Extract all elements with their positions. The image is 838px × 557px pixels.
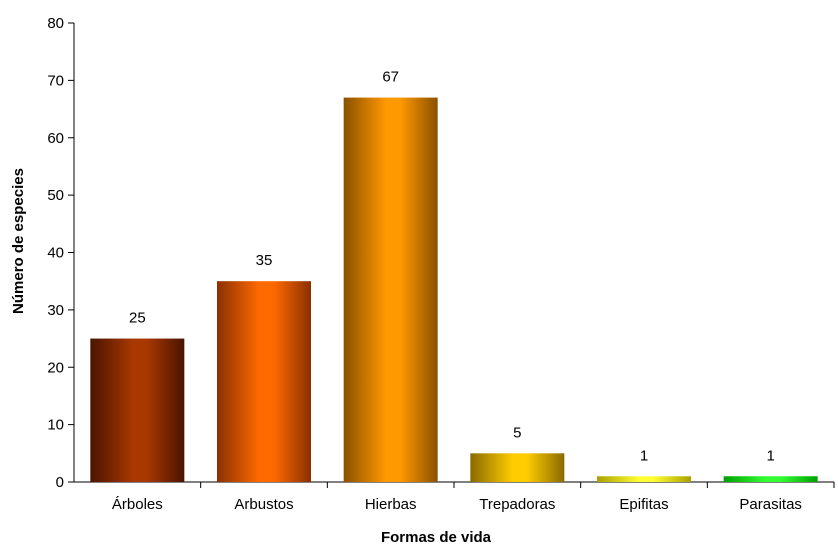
x-tick-label: Epifitas [619, 496, 668, 513]
x-tick-label: Arbustos [234, 496, 293, 513]
bar-epifitas [597, 476, 691, 482]
x-tick-label: Hierbas [365, 496, 417, 513]
x-ticks: Árboles Arbustos Hierbas Trepadoras Epifitas… [112, 482, 835, 513]
x-axis-title: Formas de vida [381, 529, 492, 546]
y-tick-label: 80 [47, 15, 64, 32]
y-ticks: 0 10 20 30 40 50 60 70 80 [47, 15, 74, 491]
y-axis-title: Número de especies [10, 168, 27, 314]
y-tick-label: 20 [47, 359, 64, 376]
data-label: 35 [256, 252, 273, 269]
x-tick-label: Trepadoras [479, 496, 555, 513]
y-tick-label: 50 [47, 187, 64, 204]
x-tick-label: Parasitas [739, 496, 802, 513]
y-tick-label: 30 [47, 302, 64, 319]
y-tick-label: 10 [47, 417, 64, 434]
bar-hierbas [343, 97, 438, 483]
data-label: 1 [640, 447, 648, 464]
y-tick-label: 0 [56, 474, 64, 491]
bar-parasitas [723, 476, 818, 482]
bar-arboles [90, 338, 185, 482]
data-label: 25 [129, 310, 146, 327]
data-label: 5 [513, 424, 521, 441]
y-tick-label: 70 [47, 72, 64, 89]
bar-trepadoras [470, 453, 565, 482]
y-tick-label: 60 [47, 130, 64, 147]
bars [90, 97, 818, 483]
data-labels: 25 35 67 5 1 1 [129, 69, 775, 465]
data-label: 67 [382, 69, 399, 86]
y-tick-label: 40 [47, 245, 64, 262]
x-tick-label: Árboles [112, 496, 163, 513]
bar-arbustos [217, 281, 311, 482]
data-label: 1 [766, 447, 774, 464]
